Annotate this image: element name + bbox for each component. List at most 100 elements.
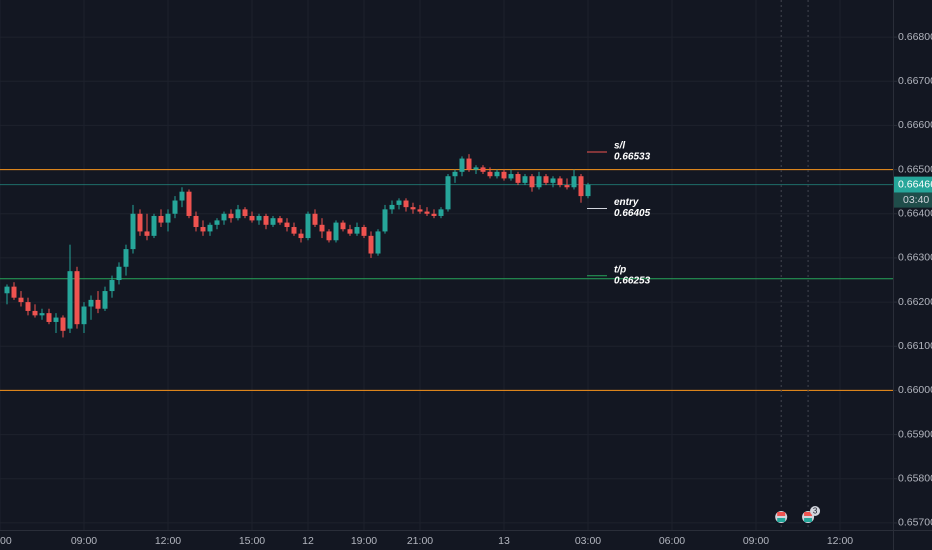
annotation-label: entry xyxy=(614,197,639,208)
candle-body xyxy=(403,200,409,208)
candle-body xyxy=(4,286,10,294)
candle-body xyxy=(249,215,255,221)
candle-body xyxy=(18,297,24,303)
countdown-box xyxy=(894,192,932,208)
candle-body xyxy=(487,171,493,177)
candle-body xyxy=(74,271,80,325)
candle-body xyxy=(298,233,304,239)
candle-body xyxy=(445,176,451,210)
candle-body xyxy=(571,176,577,188)
candle-body xyxy=(221,213,227,221)
candle-body xyxy=(340,222,346,230)
candle-body xyxy=(193,215,199,228)
candle-body xyxy=(466,158,472,170)
candle-body xyxy=(123,249,129,267)
candle-body xyxy=(116,266,122,281)
candle-body xyxy=(536,176,542,188)
candle-body xyxy=(585,184,591,197)
candle-body xyxy=(95,299,101,309)
x-tick-label: 13 xyxy=(498,535,510,547)
x-tick-label: 09:00 xyxy=(71,535,97,547)
candle-body xyxy=(263,215,269,225)
x-tick-label: 19:00 xyxy=(351,535,377,547)
event-badge xyxy=(810,506,821,516)
candle-body xyxy=(25,302,31,311)
event-count: 3 xyxy=(813,507,818,516)
candle-body xyxy=(529,176,535,188)
candle-body xyxy=(431,213,437,216)
candle-body xyxy=(326,231,332,241)
candle-body xyxy=(39,313,45,316)
annotation-value: 0.66533 xyxy=(614,152,651,163)
candle-body xyxy=(417,209,423,212)
candle-body xyxy=(501,171,507,179)
candle-body xyxy=(242,209,248,216)
candle-body xyxy=(312,213,318,225)
event-icon-bottom xyxy=(804,518,813,522)
candle-body xyxy=(368,235,374,254)
x-tick-label: 12:00 xyxy=(155,535,181,547)
candle-body xyxy=(452,171,458,177)
candle-body xyxy=(11,286,17,298)
candle-body xyxy=(410,207,416,210)
candle-body xyxy=(158,215,164,223)
candle-body xyxy=(319,224,325,232)
candle-body xyxy=(522,176,528,183)
candle-body xyxy=(543,176,549,183)
candle-body xyxy=(396,200,402,205)
candle-body xyxy=(424,211,430,214)
candle-body xyxy=(515,174,521,183)
candle-body xyxy=(480,167,486,172)
candle-body xyxy=(214,220,220,225)
candle-body xyxy=(291,227,297,234)
candle-body xyxy=(228,213,234,219)
candle-body xyxy=(144,231,150,236)
candle-body xyxy=(557,178,563,186)
x-tick-label: 03:00 xyxy=(575,535,601,547)
plot-area xyxy=(0,0,893,530)
annotation-label: t/p xyxy=(614,264,626,275)
x-tick-label: 06:00 xyxy=(659,535,685,547)
candle-body xyxy=(459,158,465,172)
candle-body xyxy=(186,191,192,216)
candle-body xyxy=(375,231,381,254)
candle-body xyxy=(88,299,94,307)
candle-body xyxy=(284,222,290,228)
candle-body xyxy=(179,191,185,201)
candle-body xyxy=(564,185,570,188)
x-tick-label: 09:00 xyxy=(743,535,769,547)
candle-body xyxy=(508,174,514,179)
x-tick-label: 12:00 xyxy=(827,535,853,547)
x-tick-label: 21:00 xyxy=(407,535,433,547)
candle-body xyxy=(137,213,143,232)
candle-body xyxy=(165,213,171,223)
x-tick-label: 00 xyxy=(0,535,12,547)
candle-body xyxy=(277,218,283,223)
candle-body xyxy=(53,317,59,322)
candle-body xyxy=(60,317,66,331)
candle-body xyxy=(494,171,500,177)
candle-body xyxy=(256,215,262,221)
candle-body xyxy=(270,218,276,225)
candle-body xyxy=(102,291,108,309)
annotation-value: 0.66253 xyxy=(614,275,651,286)
candle-body xyxy=(172,200,178,214)
candle-body xyxy=(109,280,115,292)
candle-body xyxy=(333,222,339,241)
annotation-label: s/l xyxy=(614,141,625,152)
candle-body xyxy=(151,215,157,236)
candle-body xyxy=(354,227,360,234)
